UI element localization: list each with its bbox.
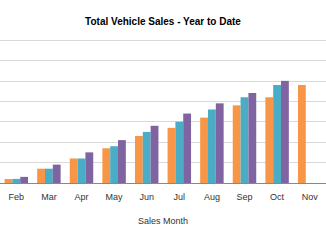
- svg-text:Sales Month: Sales Month: [138, 216, 188, 226]
- svg-text:Jul: Jul: [174, 192, 186, 202]
- svg-text:Apr: Apr: [74, 192, 88, 202]
- svg-text:Nov: Nov: [302, 192, 319, 202]
- svg-text:Aug: Aug: [204, 192, 220, 202]
- svg-text:Total Vehicle Sales - Year to: Total Vehicle Sales - Year to Date: [85, 16, 241, 27]
- svg-text:Feb: Feb: [9, 192, 25, 202]
- svg-text:May: May: [106, 192, 124, 202]
- svg-text:Oct: Oct: [270, 192, 285, 202]
- svg-text:Sep: Sep: [236, 192, 252, 202]
- svg-text:Mar: Mar: [41, 192, 57, 202]
- svg-text:Jun: Jun: [139, 192, 154, 202]
